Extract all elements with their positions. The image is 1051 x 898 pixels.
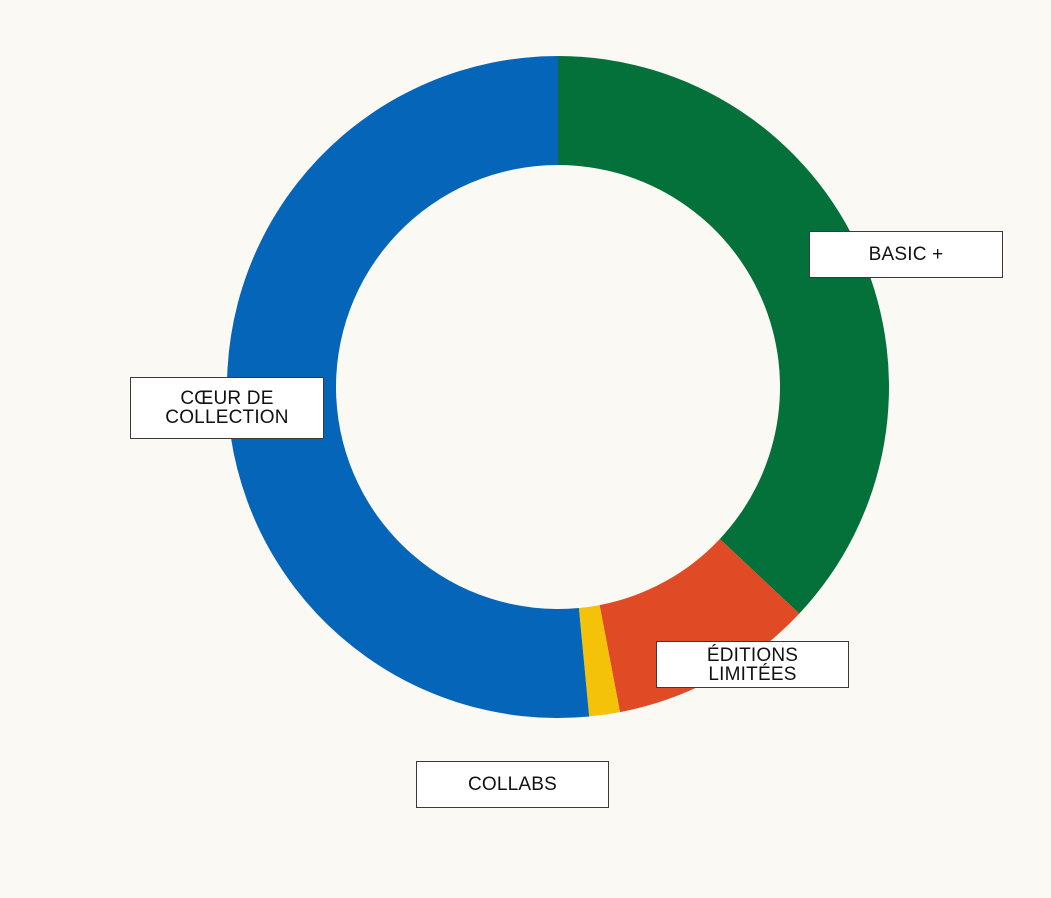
label-basic-plus: BASIC + bbox=[809, 231, 1003, 278]
label-coeur-de-collection: CŒUR DE COLLECTION bbox=[130, 377, 324, 439]
donut-slice-editions-limitees bbox=[599, 538, 800, 713]
label-collabs: COLLABS bbox=[416, 761, 609, 808]
label-editions-limitees: ÉDITIONS LIMITÉES bbox=[656, 641, 849, 688]
donut-slice-collabs bbox=[578, 605, 621, 717]
donut-slice-basic-plus bbox=[558, 56, 889, 614]
donut-slice-coeur-de-collection bbox=[226, 56, 590, 718]
